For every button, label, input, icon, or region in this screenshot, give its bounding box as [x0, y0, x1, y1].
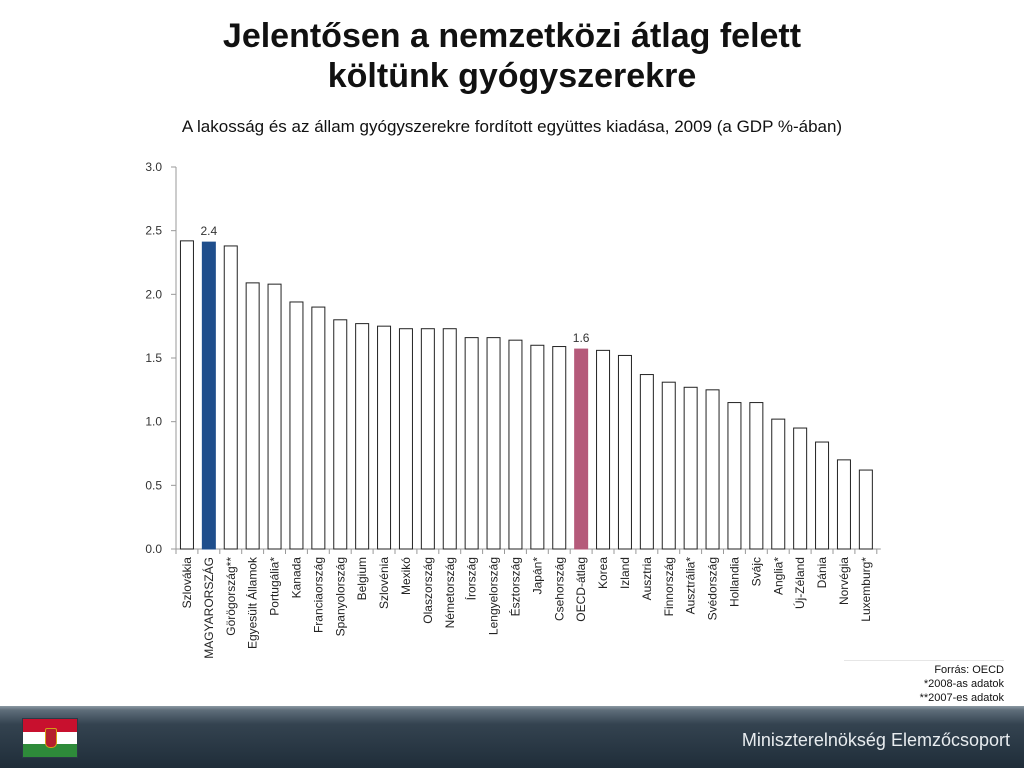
category-label: Olaszország: [421, 557, 435, 624]
bar-2: [223, 245, 238, 550]
data-label: 1.6: [573, 331, 590, 345]
category-label: Franciaország: [311, 557, 325, 633]
category-label: Korea: [596, 557, 610, 589]
bar-27: [771, 418, 786, 550]
category-label: Kanada: [289, 557, 303, 599]
bar-25: [727, 402, 742, 550]
chart-title-line-2: költünk gyógyszerekre: [327, 57, 697, 95]
bar-1: [201, 241, 216, 550]
bar-15: [508, 339, 523, 550]
category-label: Szlovénia: [377, 557, 391, 609]
category-label: Lengyelország: [487, 557, 501, 635]
bar-16: [530, 344, 545, 550]
bar-11: [420, 328, 435, 550]
footer-bar: Miniszterelnökség Elemzőcsoport: [0, 706, 1024, 768]
bar-19: [596, 349, 611, 550]
bar-8: [355, 323, 370, 550]
source-note: Forrás: OECD: [934, 664, 1004, 676]
bar-10: [398, 328, 413, 550]
category-label: Ausztria: [640, 557, 654, 601]
y-tick-label: 3.0: [145, 160, 162, 174]
bar-7: [333, 319, 348, 550]
category-label: Spanyolország: [333, 557, 347, 636]
y-tick-label: 1.0: [145, 415, 162, 429]
bar-20: [617, 354, 632, 550]
y-tick-label: 2.5: [145, 224, 162, 238]
y-tick-label: 0.0: [145, 542, 162, 556]
y-tick-label: 0.5: [145, 478, 162, 492]
hungarian-flag-icon: [22, 718, 78, 758]
bar-21: [639, 374, 654, 550]
bar-23: [683, 386, 698, 550]
category-label: Luxemburg*: [859, 557, 873, 622]
category-label: Anglia*: [771, 557, 785, 595]
footnote-2007: **2007-es adatok: [919, 692, 1004, 704]
bar-5: [289, 301, 304, 550]
category-label: MAGYARORSZÁG: [201, 557, 216, 659]
category-label: Írország: [464, 557, 479, 600]
category-label: Egyesült Államok: [245, 556, 260, 649]
y-tick-label: 2.0: [145, 287, 162, 301]
category-label: Izland: [618, 557, 632, 589]
source-notes: Forrás: OECD *2008-as adatok **2007-es a…: [844, 660, 1004, 705]
bar-29: [815, 441, 830, 550]
category-label: Svédország: [706, 557, 720, 620]
bar-12: [442, 328, 457, 550]
bar-0: [179, 240, 194, 550]
bar-17: [552, 346, 567, 550]
bar-31: [858, 469, 873, 550]
bar-30: [836, 459, 851, 550]
bar-28: [793, 427, 808, 550]
bar-6: [311, 306, 326, 550]
category-label: Németország: [443, 557, 457, 628]
category-label: Hollandia: [727, 557, 741, 607]
bar-4: [267, 283, 282, 550]
data-label: 2.4: [201, 224, 218, 238]
category-label: Dánia: [815, 557, 829, 589]
category-label: Norvégia: [837, 557, 851, 605]
footnote-2008: *2008-as adatok: [923, 678, 1004, 690]
chart-title-line-1: Jelentősen a nemzetközi átlag felett: [222, 17, 802, 55]
y-tick-label: 1.5: [145, 351, 162, 365]
bar-chart: 0.0 0.5 1.0 1.5 2.0 2.5 3.0 Szlovákia MAGYARORSZ…: [145, 160, 881, 659]
category-label: Mexikó: [399, 557, 413, 595]
chart-subtitle: A lakosság és az állam gyógyszerekre for…: [181, 117, 843, 136]
category-label: Portugália*: [268, 557, 282, 616]
bar-24: [705, 389, 720, 550]
category-label: Belgium: [355, 557, 369, 600]
category-label: Ausztrália*: [684, 557, 698, 615]
category-label: Svájc: [749, 557, 763, 586]
category-label: Szlovákia: [180, 557, 194, 609]
bar-13: [464, 337, 479, 550]
bar-26: [749, 402, 764, 550]
footer-organization: Miniszterelnökség Elemzőcsoport: [741, 730, 1010, 750]
bar-3: [245, 282, 260, 550]
category-label: OECD-átlag: [574, 557, 588, 622]
category-label: Görögország**: [224, 557, 238, 636]
bar-9: [377, 325, 392, 550]
category-label: Japán*: [530, 557, 544, 595]
bar-18: [574, 348, 589, 550]
category-label: Finnország: [662, 557, 676, 616]
bar-22: [661, 381, 676, 550]
category-label: Új-Zéland: [792, 557, 807, 609]
bar-14: [486, 337, 501, 550]
category-label: Csehország: [552, 557, 566, 621]
chart-title: Jelentősen a nemzetközi átlag felett köl…: [0, 16, 1024, 96]
category-label: Észtország: [507, 557, 522, 616]
